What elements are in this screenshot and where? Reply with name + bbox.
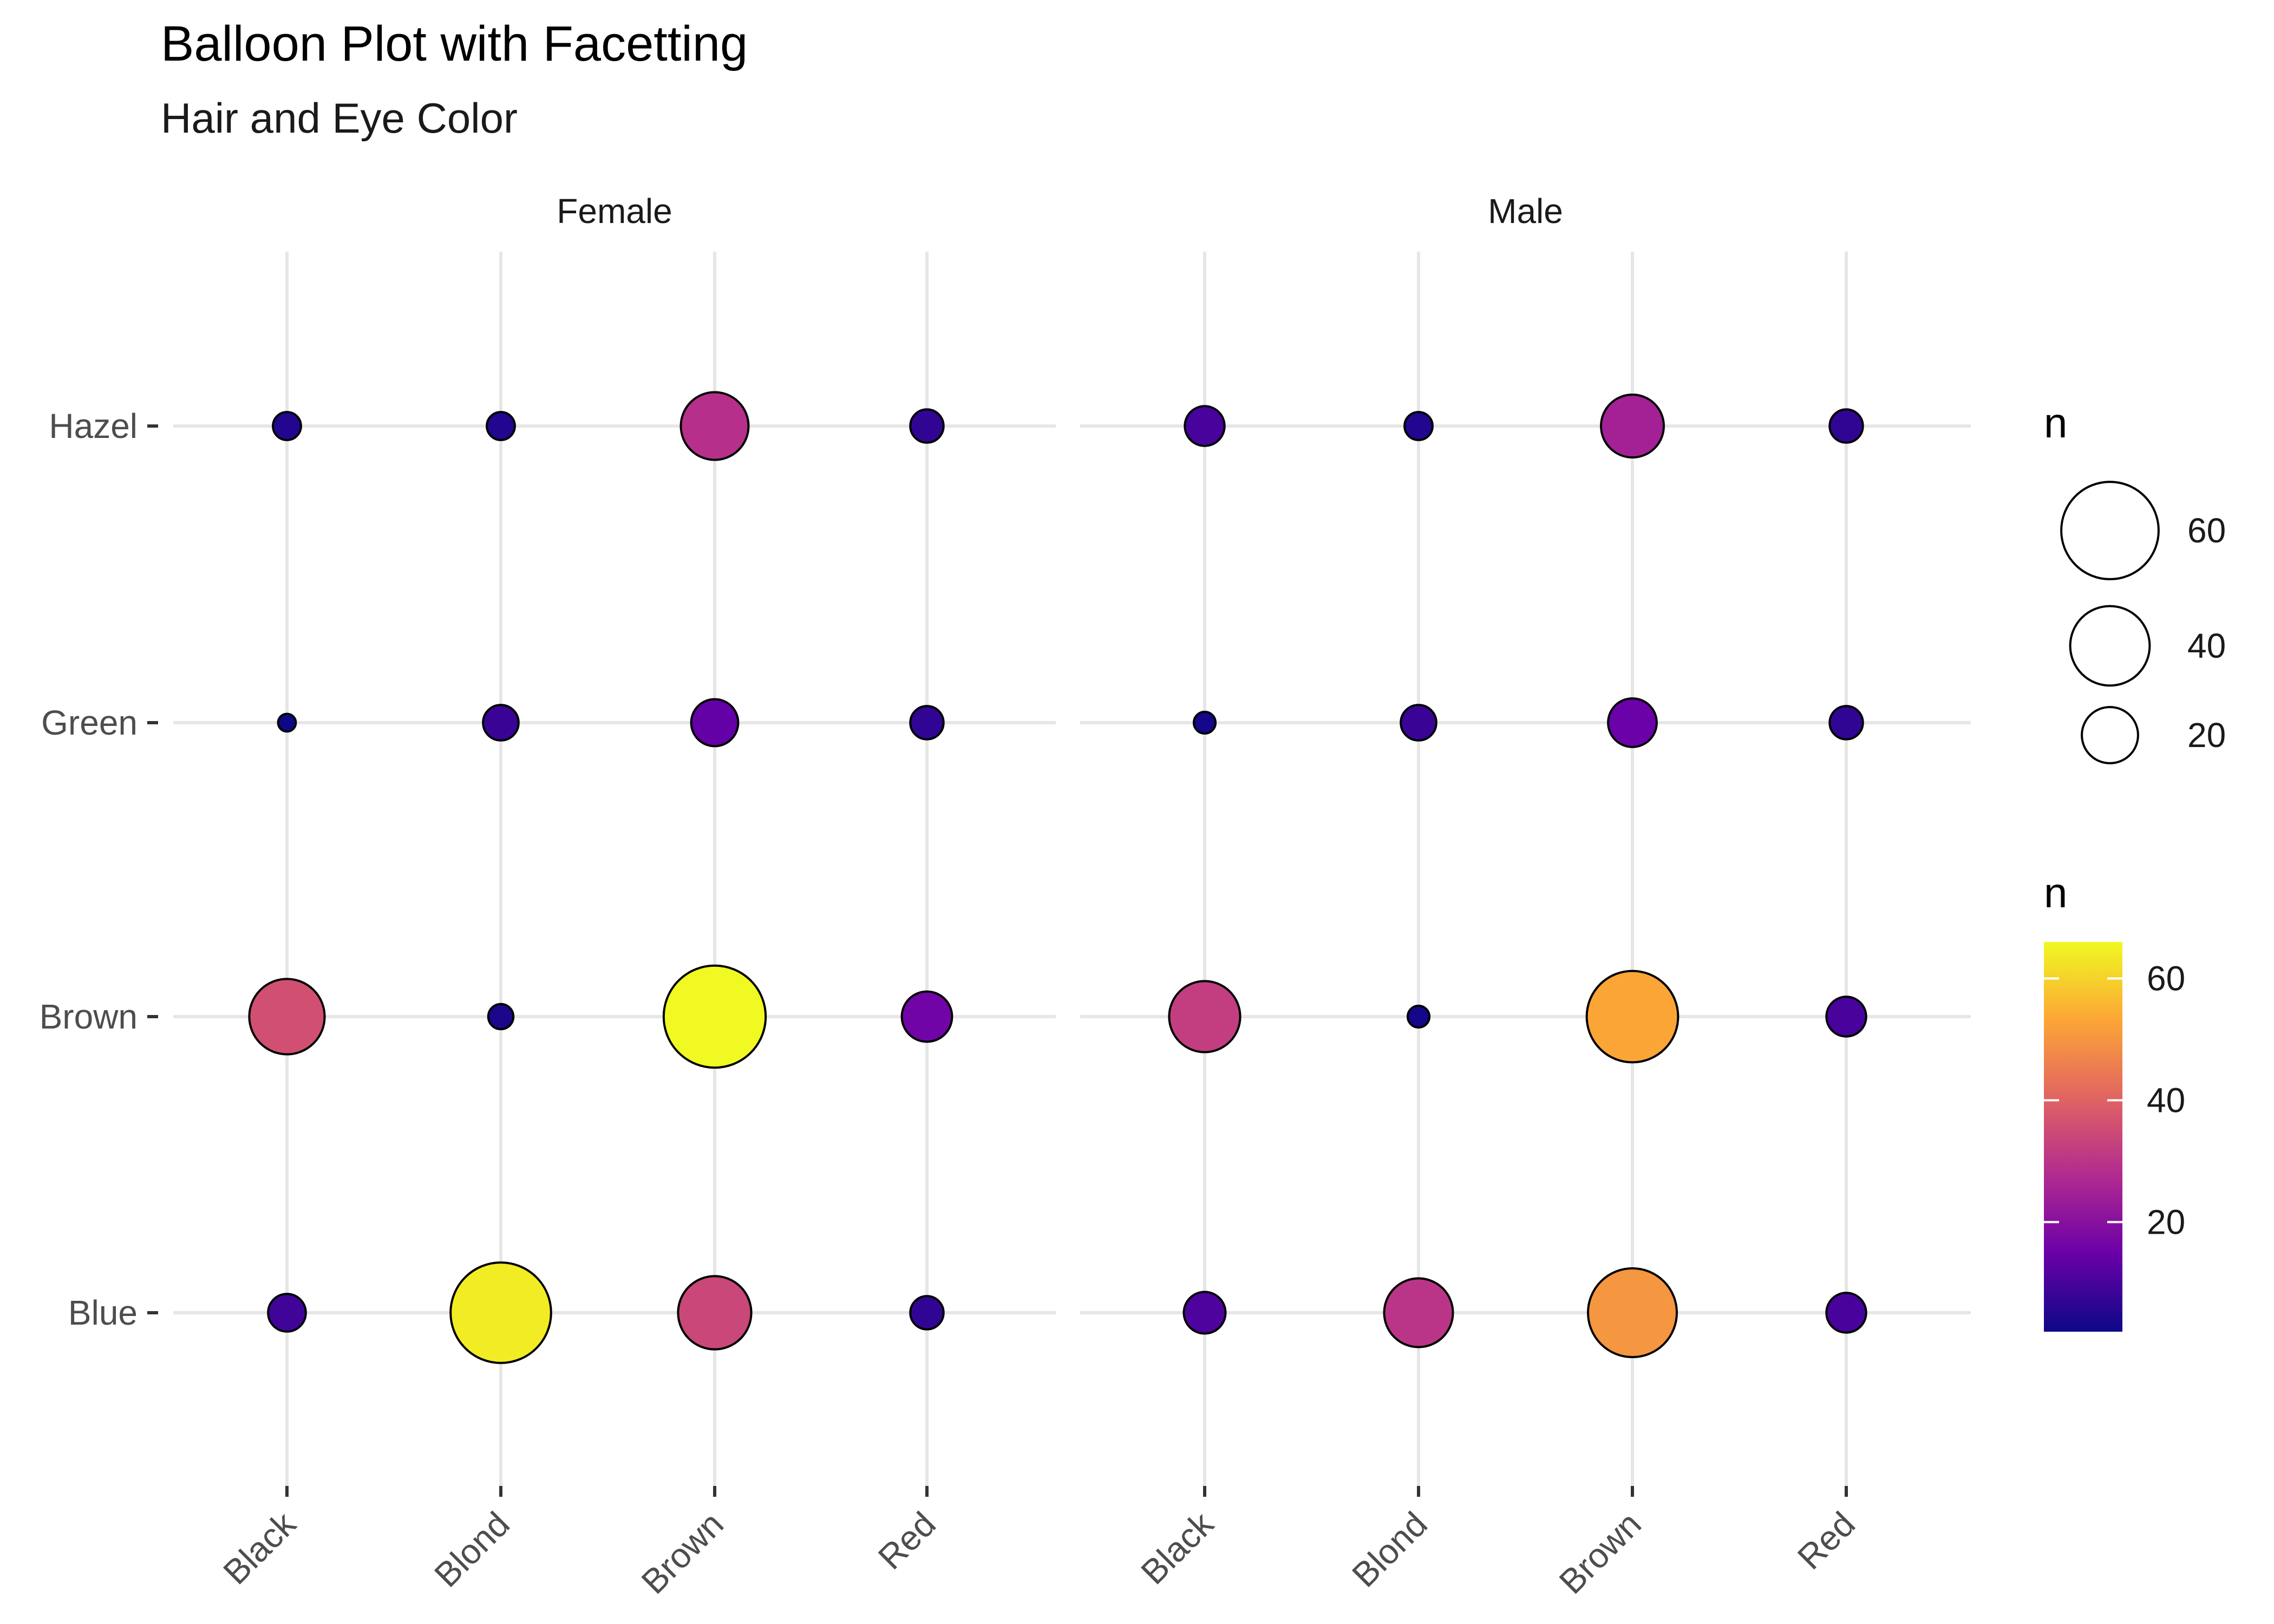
facet-panels: Female Black Blond Brown Red Male Black Blond Br… xyxy=(173,192,1971,1601)
balloon-point xyxy=(677,1275,753,1351)
y-tick-label: Blue xyxy=(68,1293,138,1332)
size-legend-title: n xyxy=(2044,399,2067,447)
size-legend-key xyxy=(2060,481,2160,580)
x-tick-label: Brown xyxy=(634,1504,731,1601)
balloon-point xyxy=(277,712,297,733)
balloon-point xyxy=(662,964,767,1069)
balloon-point xyxy=(909,1295,945,1331)
color-legend: n 60 40 20 xyxy=(2044,869,2185,1332)
facet-strip-label: Male xyxy=(1488,192,1563,231)
chart-subtitle: Hair and Eye Color xyxy=(161,94,518,142)
x-tick-label: Black xyxy=(215,1504,303,1592)
facet-panel-male: Male Black Blond Brown Red xyxy=(1080,192,1971,1601)
balloon-point xyxy=(1587,1267,1678,1358)
balloon-point xyxy=(1600,394,1665,459)
balloon-point xyxy=(1383,1277,1454,1348)
balloon-point xyxy=(1182,1291,1227,1335)
x-tick-label: Red xyxy=(871,1504,943,1577)
facet-strip-label: Female xyxy=(557,192,672,231)
balloon-point xyxy=(482,704,520,742)
balloon-point xyxy=(1585,970,1680,1064)
balloon-point xyxy=(1607,697,1658,748)
balloon-point xyxy=(1400,704,1437,742)
balloon-point xyxy=(690,698,740,748)
balloon-point xyxy=(272,411,302,441)
balloon-point xyxy=(1828,705,1864,741)
balloon-point xyxy=(900,990,953,1043)
x-tick-label: Black xyxy=(1133,1504,1221,1592)
x-tick-label: Red xyxy=(1790,1504,1863,1577)
balloon-point xyxy=(1825,996,1867,1038)
color-bar xyxy=(2044,942,2122,1332)
size-legend-label: 40 xyxy=(2187,626,2226,665)
size-legend-label: 20 xyxy=(2187,716,2226,755)
balloon-point xyxy=(248,978,326,1056)
y-tick-label: Hazel xyxy=(49,407,138,446)
size-legend-key xyxy=(2081,706,2139,764)
balloon-point xyxy=(1825,1292,1867,1334)
y-tick-label: Brown xyxy=(40,997,138,1036)
size-legend-key xyxy=(2069,605,2151,687)
balloon-point xyxy=(679,391,750,461)
balloon-point xyxy=(267,1293,307,1333)
size-legend-label: 60 xyxy=(2187,511,2226,550)
balloon-point xyxy=(1406,1004,1431,1029)
facet-panel-female: Female Black Blond Brown Red xyxy=(173,192,1056,1601)
balloon-point xyxy=(486,411,516,441)
x-tick-label: Blond xyxy=(427,1504,517,1595)
balloon-point xyxy=(1403,411,1434,441)
y-axis: Blue Brown Green Hazel xyxy=(40,407,158,1332)
balloon-point xyxy=(1184,405,1226,447)
color-legend-label: 20 xyxy=(2147,1203,2185,1242)
chart-title: Balloon Plot with Facetting xyxy=(161,16,748,71)
color-legend-title: n xyxy=(2044,869,2067,916)
size-legend: n 60 40 20 xyxy=(2044,399,2226,764)
balloon-point xyxy=(909,408,945,444)
y-tick-label: Green xyxy=(41,703,138,742)
balloon-point xyxy=(1828,408,1864,444)
color-legend-label: 60 xyxy=(2147,959,2185,998)
color-legend-label: 40 xyxy=(2147,1081,2185,1120)
x-tick-label: Blond xyxy=(1344,1504,1435,1595)
balloon-point xyxy=(487,1003,515,1031)
x-tick-label: Brown xyxy=(1552,1504,1649,1601)
balloon-point xyxy=(909,705,945,741)
balloon-point xyxy=(1192,710,1217,735)
balloon-point xyxy=(1168,980,1241,1053)
balloon-point xyxy=(449,1261,552,1364)
